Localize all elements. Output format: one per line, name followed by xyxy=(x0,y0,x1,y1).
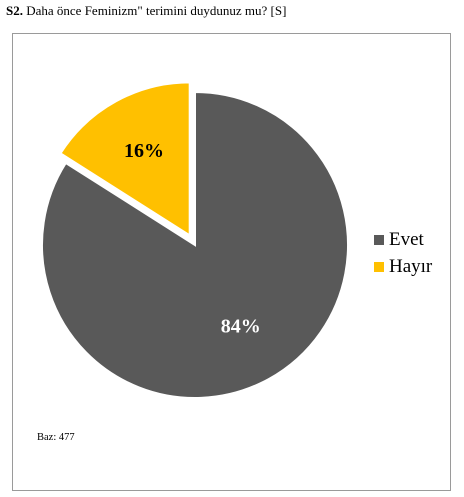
legend-swatch-evet xyxy=(374,234,384,245)
pie-slice-hayir xyxy=(59,81,191,238)
base-note: Baz: 477 xyxy=(37,432,75,443)
pie-slice-evet xyxy=(41,90,349,399)
legend-label-evet: Evet xyxy=(389,228,424,250)
legend-item-evet: Evet xyxy=(374,226,432,253)
legend-label-hayir: Hayır xyxy=(389,255,433,277)
chart-legend: Evet Hayır xyxy=(374,226,432,280)
question-number: S2. xyxy=(6,3,23,18)
data-label-evet: 84% xyxy=(221,316,261,338)
data-label-hayir: 16% xyxy=(124,140,164,162)
question-title: S2. Daha önce Feminizm" terimini duydunu… xyxy=(6,3,286,19)
legend-item-hayir: Hayır xyxy=(374,253,432,280)
legend-swatch-hayir xyxy=(374,261,384,272)
question-text: Daha önce Feminizm" terimini duydunuz mu… xyxy=(26,3,287,18)
